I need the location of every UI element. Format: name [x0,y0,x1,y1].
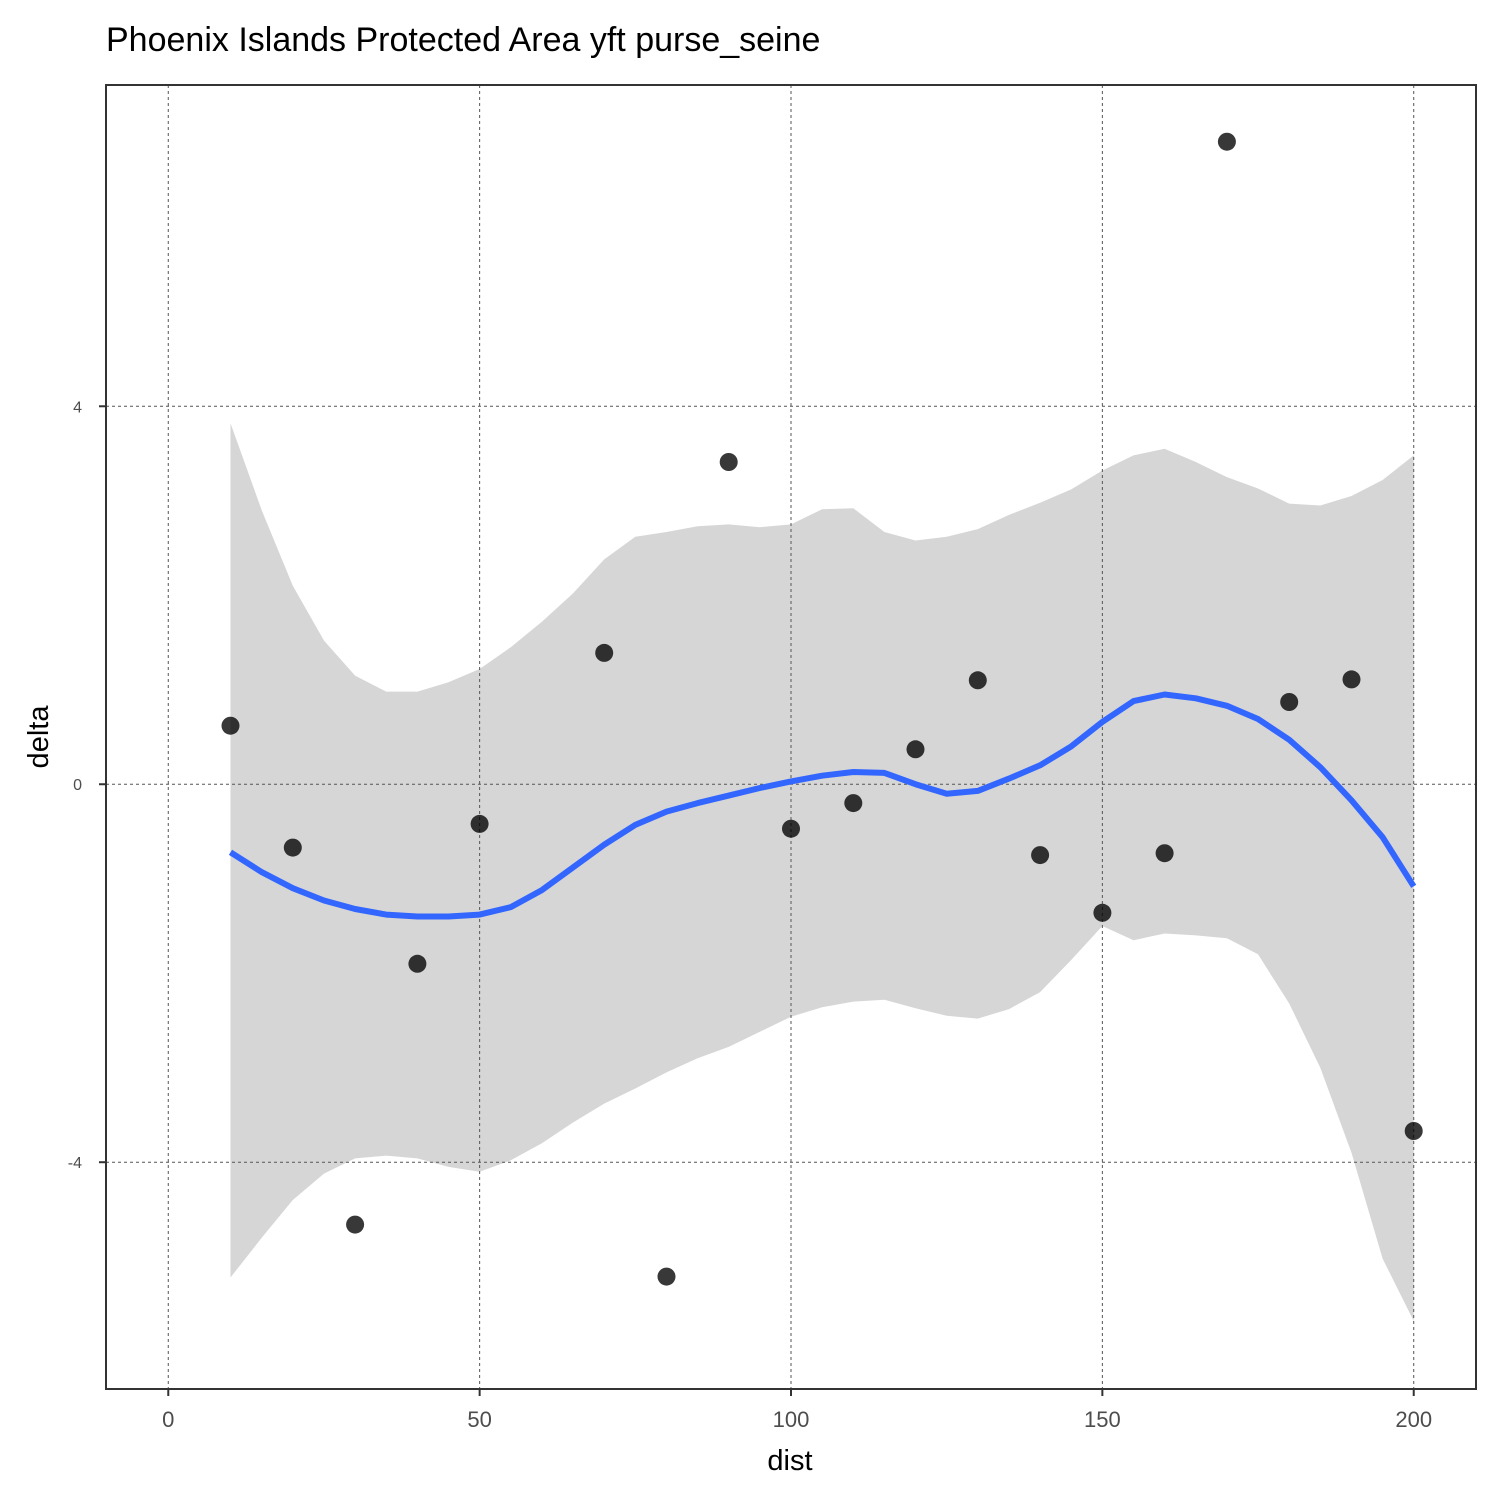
data-point [470,814,489,833]
data-point [782,819,800,838]
data-point [657,1267,676,1286]
x-axis-title: dist [767,1445,812,1477]
data-point [844,794,863,813]
y-axis-title: delta [23,705,55,769]
confidence-band [230,423,1414,1321]
data-point [408,954,427,973]
axis-layer: 0 50 100 150 200 -4 0 4 [68,399,1432,1432]
data-point [346,1215,365,1234]
data-point [283,838,302,857]
smooth-line-layer [228,691,1417,920]
data-point [1155,844,1174,863]
data-point [1031,846,1050,865]
smooth-line [228,691,1417,920]
confidence-band-layer [230,423,1414,1321]
data-point [1280,693,1299,711]
y-tick-label: 0 [73,777,82,794]
data-point [906,740,925,759]
data-point [968,671,987,690]
grid-layer [106,85,1476,1389]
data-point [1217,132,1236,151]
chart-title: Phoenix Islands Protected Area yft purse… [106,21,820,59]
data-point [1404,1122,1423,1140]
y-tick-label: -4 [68,1155,82,1172]
data-point [719,453,738,471]
x-tick-label: 50 [467,1407,491,1432]
data-point [221,716,240,735]
points-layer [221,132,1423,1286]
x-tick-label: 100 [773,1407,810,1432]
x-tick-label: 200 [1395,1407,1432,1432]
y-tick-label: 4 [73,399,82,416]
x-tick-label: 0 [162,1407,174,1432]
data-point [1342,670,1361,689]
data-point [595,643,614,662]
data-point [1093,903,1112,922]
x-tick-label: 150 [1084,1407,1121,1432]
